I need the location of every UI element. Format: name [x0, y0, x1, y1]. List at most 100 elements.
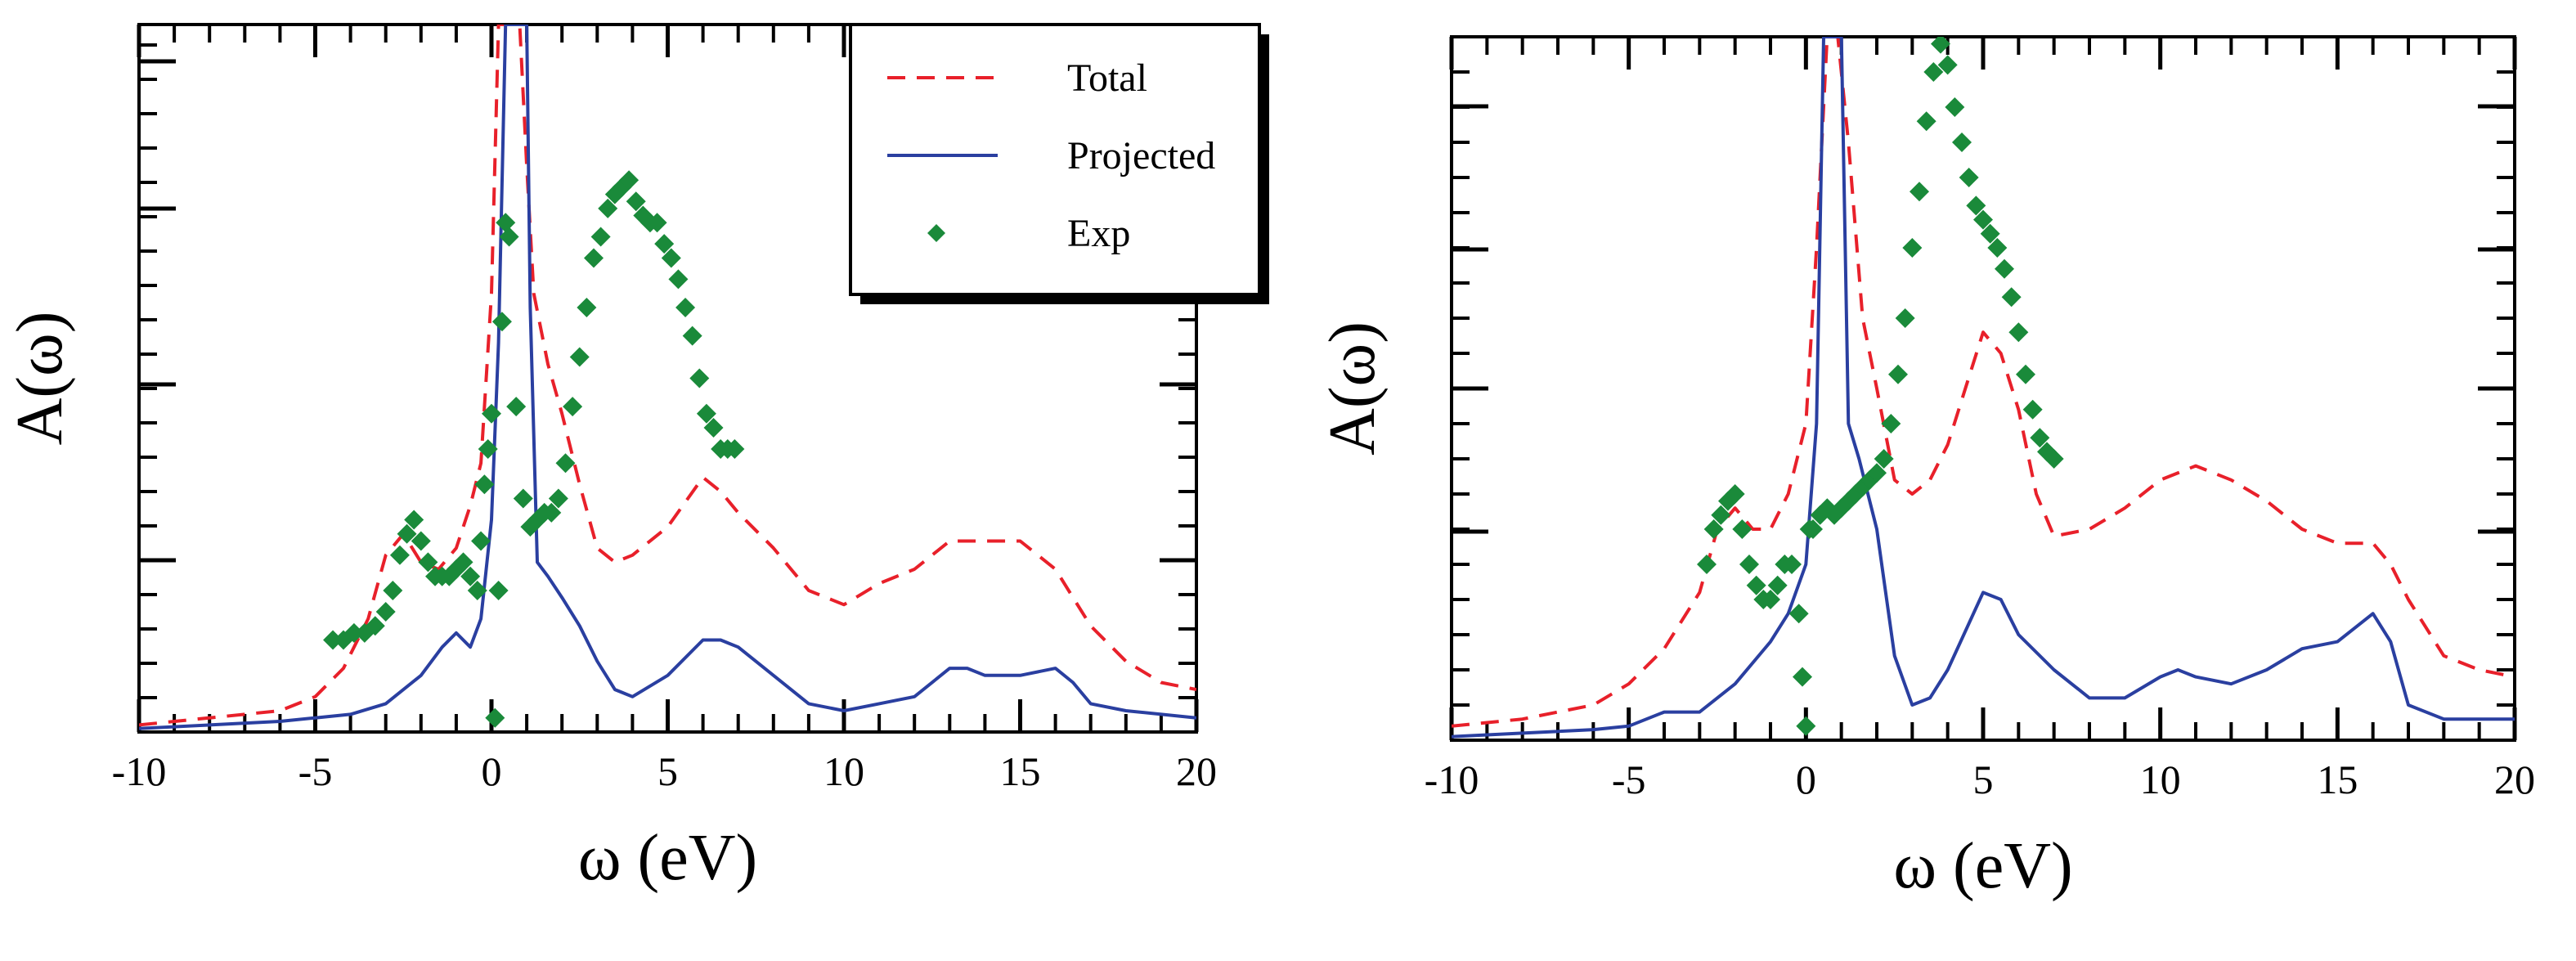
exp-data-point: [1952, 132, 1972, 152]
exp-data-point: [675, 298, 696, 317]
left-panel: -10 -5 0 5 10 15 20 ω (eV) A(ω) Total Projected Exp: [4, 23, 1269, 894]
exp-data-point: [1916, 111, 1936, 132]
exp-data-point: [577, 298, 597, 317]
exp-data-point: [418, 552, 438, 573]
plot-area: [1452, 37, 2515, 739]
x-axis-title: ω (eV): [1893, 830, 2072, 902]
exp-data-point: [482, 403, 501, 424]
exp-data-point: [1793, 667, 1812, 687]
exp-data-point: [1711, 505, 1731, 525]
exp-data-point: [499, 227, 519, 247]
exp-data-point: [404, 510, 424, 530]
exp-data-point: [703, 418, 724, 438]
exp-data-point: [485, 707, 505, 728]
exp-data-point: [569, 347, 590, 367]
x-tick-label: -5: [298, 748, 333, 794]
exp-data-point: [2044, 449, 2064, 469]
x-tick-label: 15: [1000, 748, 1041, 794]
series-projected-line: [139, 25, 1196, 730]
exp-data-point: [563, 397, 583, 417]
exp-data-point: [496, 213, 516, 233]
exp-data-point: [1910, 182, 1929, 202]
exp-data-point: [471, 531, 491, 551]
exp-data-point: [590, 227, 611, 247]
exp-data-point: [488, 581, 509, 600]
exp-data-point: [453, 552, 473, 573]
exp-data-point: [1937, 55, 1958, 75]
exp-data-point: [1987, 238, 2008, 258]
exp-data-point: [696, 403, 716, 424]
series-exp-markers: [323, 170, 745, 728]
exp-data-point: [689, 368, 710, 388]
exp-data-point: [682, 326, 702, 346]
exp-data-point: [2030, 428, 2050, 448]
x-tick-label: 10: [2140, 757, 2181, 802]
exp-data-point: [725, 439, 745, 459]
exp-data-point: [598, 198, 618, 218]
exp-data-point: [1980, 223, 2000, 244]
exp-data-point: [1995, 258, 2014, 279]
exp-data-point: [1697, 555, 1717, 574]
exp-data-point: [491, 312, 512, 332]
exp-data-point: [375, 601, 396, 622]
legend-label-exp: Exp: [1067, 212, 1130, 255]
exp-data-point: [1888, 364, 1908, 384]
exp-data-point: [383, 581, 403, 600]
x-tick-label: 15: [2317, 757, 2358, 802]
legend-label-projected: Projected: [1067, 134, 1215, 177]
exp-data-point: [478, 439, 498, 459]
x-tick-label: 5: [1973, 757, 1994, 802]
plot-frame: [1450, 35, 2516, 742]
exp-data-point: [460, 566, 481, 586]
exp-data-point: [467, 581, 487, 600]
exp-data-point: [626, 191, 646, 212]
exp-data-point: [1959, 168, 1979, 187]
exp-data-point: [343, 622, 364, 643]
exp-data-point: [1746, 575, 1766, 595]
exp-data-point: [2008, 322, 2029, 343]
series-projected-line: [1452, 37, 2515, 739]
exp-data-point: [1973, 209, 1993, 230]
exp-data-point: [1796, 716, 1816, 736]
exp-data-point: [1945, 97, 1965, 117]
x-axis-title: ω (eV): [578, 822, 757, 894]
exp-data-point: [389, 545, 410, 565]
exp-data-point: [474, 474, 495, 495]
x-tick-label: -5: [1612, 757, 1646, 802]
exp-data-point: [661, 248, 681, 268]
exp-data-point: [2022, 399, 2043, 420]
legend-label-total: Total: [1067, 56, 1147, 100]
exp-data-point: [1902, 238, 1923, 258]
x-tick-label: 0: [1796, 757, 1816, 802]
exp-data-point: [1767, 575, 1788, 595]
exp-data-point: [548, 488, 568, 509]
exp-data-point: [1788, 604, 1809, 624]
exp-data-point: [1703, 519, 1724, 539]
x-tick-label: 10: [824, 748, 864, 794]
x-tick-label: 0: [482, 748, 502, 794]
exp-data-point: [1725, 484, 1745, 504]
x-tick-label: -10: [112, 748, 167, 794]
y-axis-title: A(ω): [1317, 321, 1389, 456]
exp-data-point: [323, 630, 343, 650]
exp-data-point: [1867, 463, 1887, 483]
x-tick-label: -10: [1425, 757, 1479, 802]
exp-data-point: [541, 502, 562, 523]
y-axis-title: A(ω): [4, 312, 76, 446]
exp-data-point: [1966, 195, 1986, 216]
exp-data-point: [1874, 449, 1894, 469]
exp-data-point: [647, 213, 667, 233]
exp-data-point: [654, 234, 675, 254]
exp-data-point: [555, 453, 576, 474]
exp-data-point: [506, 397, 527, 417]
exp-data-point: [411, 531, 431, 551]
legend: Total Projected Exp: [849, 23, 1269, 304]
x-tick-label: 20: [2494, 757, 2535, 802]
exp-data-point: [1895, 308, 1915, 328]
exp-data-point: [1931, 37, 1950, 54]
legend-swatch-exp: [927, 224, 945, 242]
exp-data-point: [1732, 519, 1752, 539]
exp-data-point: [619, 170, 640, 191]
exp-data-point: [2016, 364, 2035, 384]
